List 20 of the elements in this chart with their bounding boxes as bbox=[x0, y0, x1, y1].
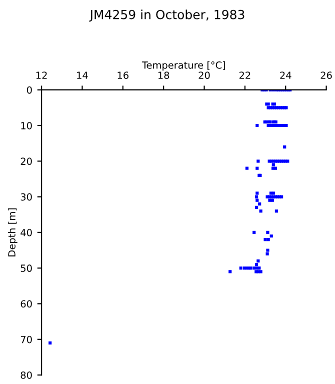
y-tick-label: 40 bbox=[20, 228, 32, 236]
y-tick-label: 20 bbox=[20, 158, 32, 165]
y-tick-label: 70 bbox=[20, 336, 32, 344]
x-tick-label: 14 bbox=[77, 72, 88, 79]
x-tick-label: 24 bbox=[280, 72, 292, 79]
x-tick-label: 18 bbox=[158, 72, 170, 79]
y-tick-label: 50 bbox=[20, 264, 32, 272]
x-tick-label: 20 bbox=[198, 72, 210, 79]
y-tick-label: 60 bbox=[20, 300, 32, 308]
chart-title: JM4259 in October, 1983 bbox=[89, 10, 244, 22]
x-axis-title: Temperature [°C] bbox=[142, 61, 226, 71]
y-tick-label: 30 bbox=[20, 193, 32, 201]
y-tick-label: 10 bbox=[21, 122, 32, 130]
x-tick-label: 12 bbox=[36, 72, 47, 79]
x-tick-label: 22 bbox=[239, 72, 250, 79]
y-tick-label: 0 bbox=[26, 86, 32, 94]
x-tick-label: 16 bbox=[118, 72, 128, 79]
y-tick-label: 80 bbox=[20, 371, 32, 379]
x-tick-label: 26 bbox=[320, 72, 332, 79]
y-axis-title: Depth [m] bbox=[8, 208, 18, 256]
